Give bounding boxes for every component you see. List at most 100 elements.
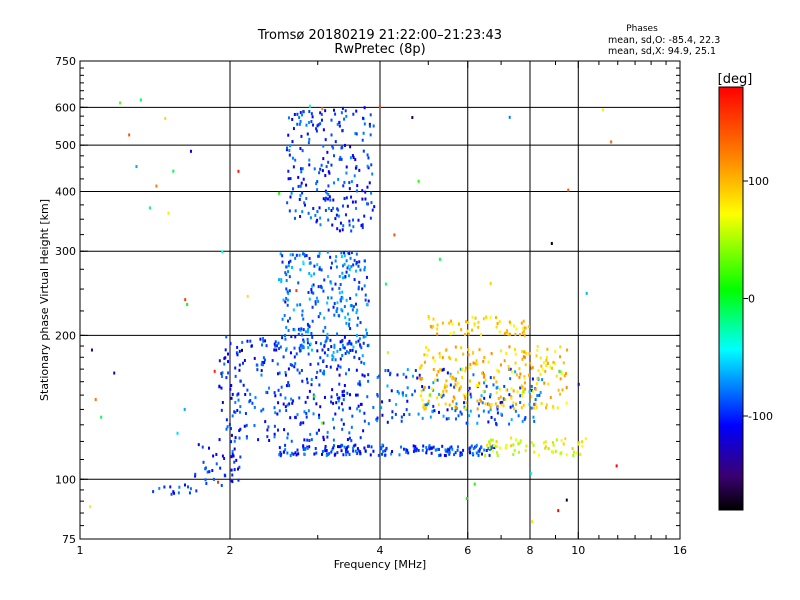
data-point <box>294 451 297 455</box>
y-axis-label: Stationary phase Virtual Height [km] <box>38 199 51 401</box>
data-point <box>298 253 301 257</box>
data-point <box>364 293 367 297</box>
data-point <box>221 374 224 378</box>
data-point <box>176 431 179 435</box>
data-point <box>233 447 236 451</box>
data-point <box>163 485 166 489</box>
data-point <box>278 278 281 282</box>
data-point <box>326 336 329 340</box>
data-point <box>512 452 515 456</box>
colorbar-tick-label: 100 <box>748 175 769 188</box>
data-point <box>484 454 487 458</box>
data-point <box>412 444 415 448</box>
data-point <box>458 388 461 392</box>
data-point <box>491 449 494 453</box>
data-point <box>351 308 354 312</box>
data-point <box>135 165 138 169</box>
data-point <box>482 389 485 393</box>
data-point <box>314 300 317 304</box>
data-point <box>334 217 337 221</box>
data-point <box>465 421 468 425</box>
data-point <box>274 411 277 415</box>
data-point <box>301 149 304 153</box>
data-point <box>295 289 298 293</box>
data-point <box>559 392 562 396</box>
data-point <box>325 449 328 453</box>
data-point <box>482 317 485 321</box>
data-point <box>336 367 339 371</box>
data-point <box>240 348 243 352</box>
data-point <box>344 316 347 320</box>
data-point <box>446 408 449 412</box>
data-point <box>330 209 333 213</box>
data-point <box>344 372 347 376</box>
data-point <box>488 447 491 451</box>
data-point <box>370 201 373 205</box>
data-point <box>490 415 493 419</box>
data-point <box>540 364 543 368</box>
data-point <box>288 384 291 388</box>
data-point <box>360 346 363 350</box>
data-point <box>266 435 269 439</box>
data-point <box>494 445 497 449</box>
data-point <box>359 321 362 325</box>
data-point <box>237 478 240 482</box>
data-point <box>265 390 268 394</box>
data-point <box>565 401 568 405</box>
data-point <box>510 436 513 440</box>
data-point <box>302 328 305 332</box>
data-point <box>378 374 381 378</box>
data-point <box>356 451 359 455</box>
data-point <box>287 264 290 268</box>
data-point <box>260 409 263 413</box>
data-point <box>354 206 357 210</box>
data-point <box>419 365 422 369</box>
data-point <box>564 437 567 441</box>
data-point <box>249 399 252 403</box>
data-point <box>277 388 280 392</box>
data-point <box>303 254 306 258</box>
data-point <box>233 439 236 443</box>
data-point <box>317 299 320 303</box>
data-point <box>308 325 311 329</box>
data-point <box>489 405 492 409</box>
data-point <box>355 132 358 136</box>
data-point <box>506 329 509 333</box>
data-point <box>336 393 339 397</box>
data-point <box>291 140 294 144</box>
data-point <box>319 167 322 171</box>
data-point <box>324 208 327 212</box>
data-point <box>292 452 295 456</box>
data-point <box>517 450 520 454</box>
data-point <box>546 361 549 365</box>
data-point <box>348 181 351 185</box>
data-point <box>499 395 502 399</box>
data-point <box>477 449 480 453</box>
data-point <box>355 252 358 256</box>
data-point <box>341 353 344 357</box>
data-point <box>448 446 451 450</box>
data-point <box>489 315 492 319</box>
data-point <box>362 429 365 433</box>
data-point <box>296 303 299 307</box>
data-point <box>317 123 320 127</box>
data-point <box>436 327 439 331</box>
data-point <box>322 359 325 363</box>
data-point <box>427 348 430 352</box>
data-point <box>262 407 265 411</box>
data-point <box>476 399 479 403</box>
data-point <box>305 123 308 127</box>
data-point <box>508 332 511 336</box>
data-point <box>367 444 370 448</box>
data-point <box>341 296 344 300</box>
data-point <box>288 316 291 320</box>
data-point <box>432 388 435 392</box>
data-point <box>152 490 155 494</box>
data-point <box>453 385 456 389</box>
data-point <box>377 453 380 457</box>
data-point <box>493 376 496 380</box>
data-point <box>295 453 298 457</box>
data-point <box>521 392 524 396</box>
data-point <box>545 445 548 449</box>
data-point <box>290 335 293 339</box>
